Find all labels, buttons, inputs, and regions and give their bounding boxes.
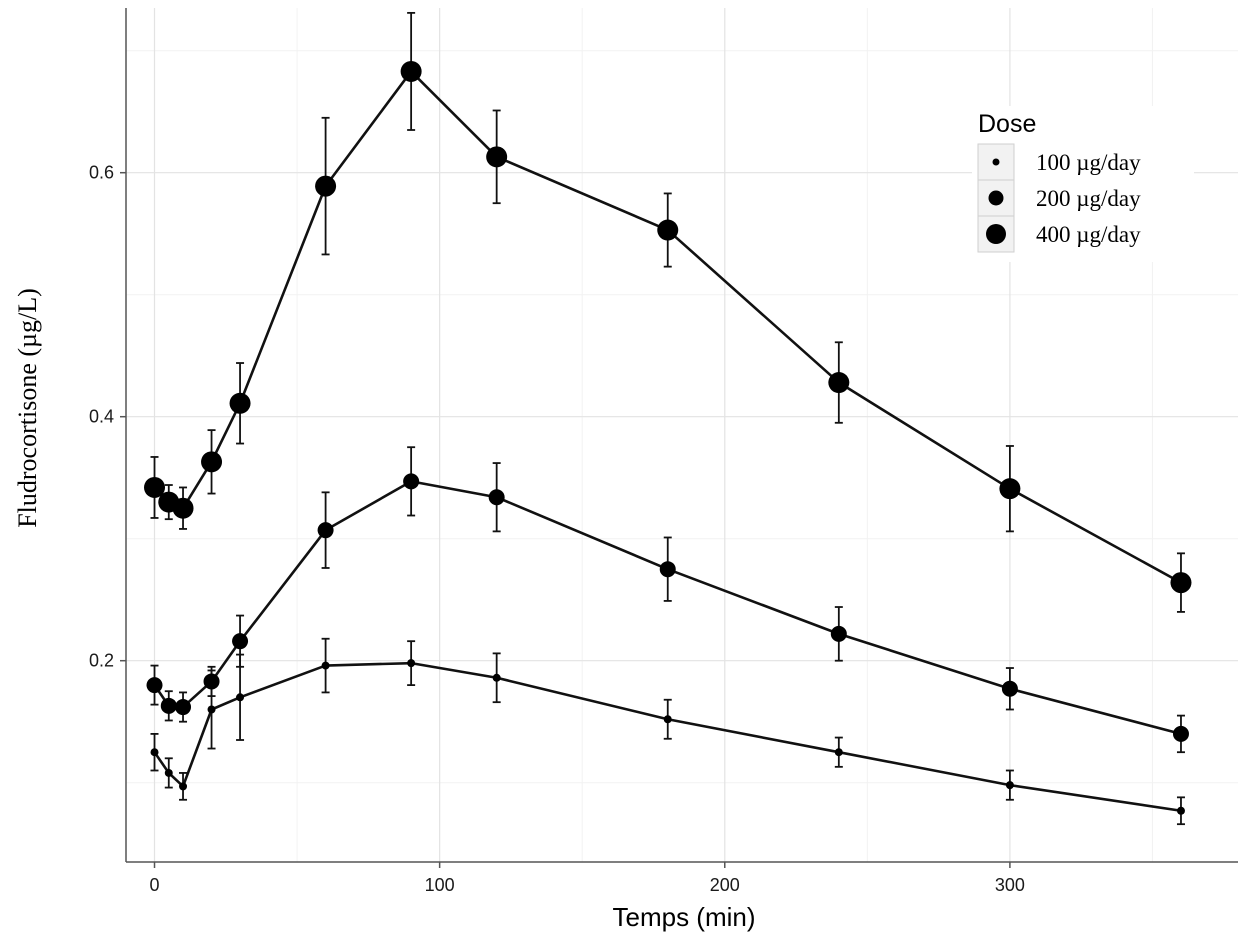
- data-point: [403, 473, 420, 490]
- data-point: [1005, 781, 1014, 790]
- legend-key-marker: [988, 190, 1004, 206]
- x-tick-label: 200: [710, 875, 740, 895]
- data-point: [172, 497, 194, 519]
- data-point: [315, 175, 337, 197]
- data-point: [407, 659, 416, 668]
- legend-label: 400 µg/day: [1036, 222, 1141, 247]
- legend-entries: 100 µg/day 200 µg/day 400 µg/day: [977, 143, 1141, 253]
- data-point: [164, 768, 173, 777]
- data-point: [1172, 725, 1189, 742]
- data-point: [229, 392, 251, 414]
- legend: Dose 100 µg/day 200 µg/day 400 µg/day: [972, 106, 1194, 262]
- x-tick-label: 0: [150, 875, 160, 895]
- x-tick-label: 100: [425, 875, 455, 895]
- data-point: [203, 673, 220, 690]
- y-tick-label: 0.4: [89, 407, 114, 427]
- x-tick-label: 300: [995, 875, 1025, 895]
- legend-key-marker: [992, 158, 1000, 166]
- axes: [120, 8, 1238, 868]
- data-point: [1170, 572, 1192, 594]
- legend-label: 100 µg/day: [1036, 150, 1141, 175]
- data-point: [400, 60, 422, 82]
- data-point: [999, 478, 1021, 500]
- data-point: [146, 677, 163, 694]
- y-tick-label: 0.2: [89, 651, 114, 671]
- data-point: [486, 146, 508, 168]
- legend-title: Dose: [978, 110, 1036, 138]
- data-point: [657, 219, 679, 241]
- data-point: [179, 782, 188, 791]
- data-point: [492, 673, 501, 682]
- x-axis-label: Temps (min): [612, 902, 755, 932]
- data-point: [659, 561, 676, 578]
- y-axis-label: Fludrocortisone (µg/L): [13, 288, 42, 528]
- data-point: [834, 748, 843, 757]
- data-point: [488, 489, 505, 506]
- series-line: [153, 480, 1182, 736]
- data-point: [321, 661, 330, 670]
- data-point: [150, 748, 159, 757]
- tick-labels: 0 100 200 300 0.2 0.4 0.6: [89, 163, 1025, 895]
- data-point: [663, 715, 672, 724]
- data-point: [830, 625, 847, 642]
- data-point: [236, 693, 245, 702]
- data-point: [160, 697, 177, 714]
- data-point: [144, 476, 166, 498]
- data-point: [232, 633, 249, 650]
- y-tick-label: 0.6: [89, 163, 114, 183]
- data-point: [317, 522, 334, 539]
- data-points: [144, 60, 1192, 815]
- data-point: [175, 699, 192, 716]
- data-point: [828, 372, 850, 394]
- legend-key-marker: [986, 224, 1006, 244]
- data-point: [1176, 806, 1185, 815]
- data-point: [207, 705, 216, 714]
- data-point: [201, 451, 223, 473]
- legend-label: 200 µg/day: [1036, 186, 1141, 211]
- data-point: [1001, 680, 1018, 697]
